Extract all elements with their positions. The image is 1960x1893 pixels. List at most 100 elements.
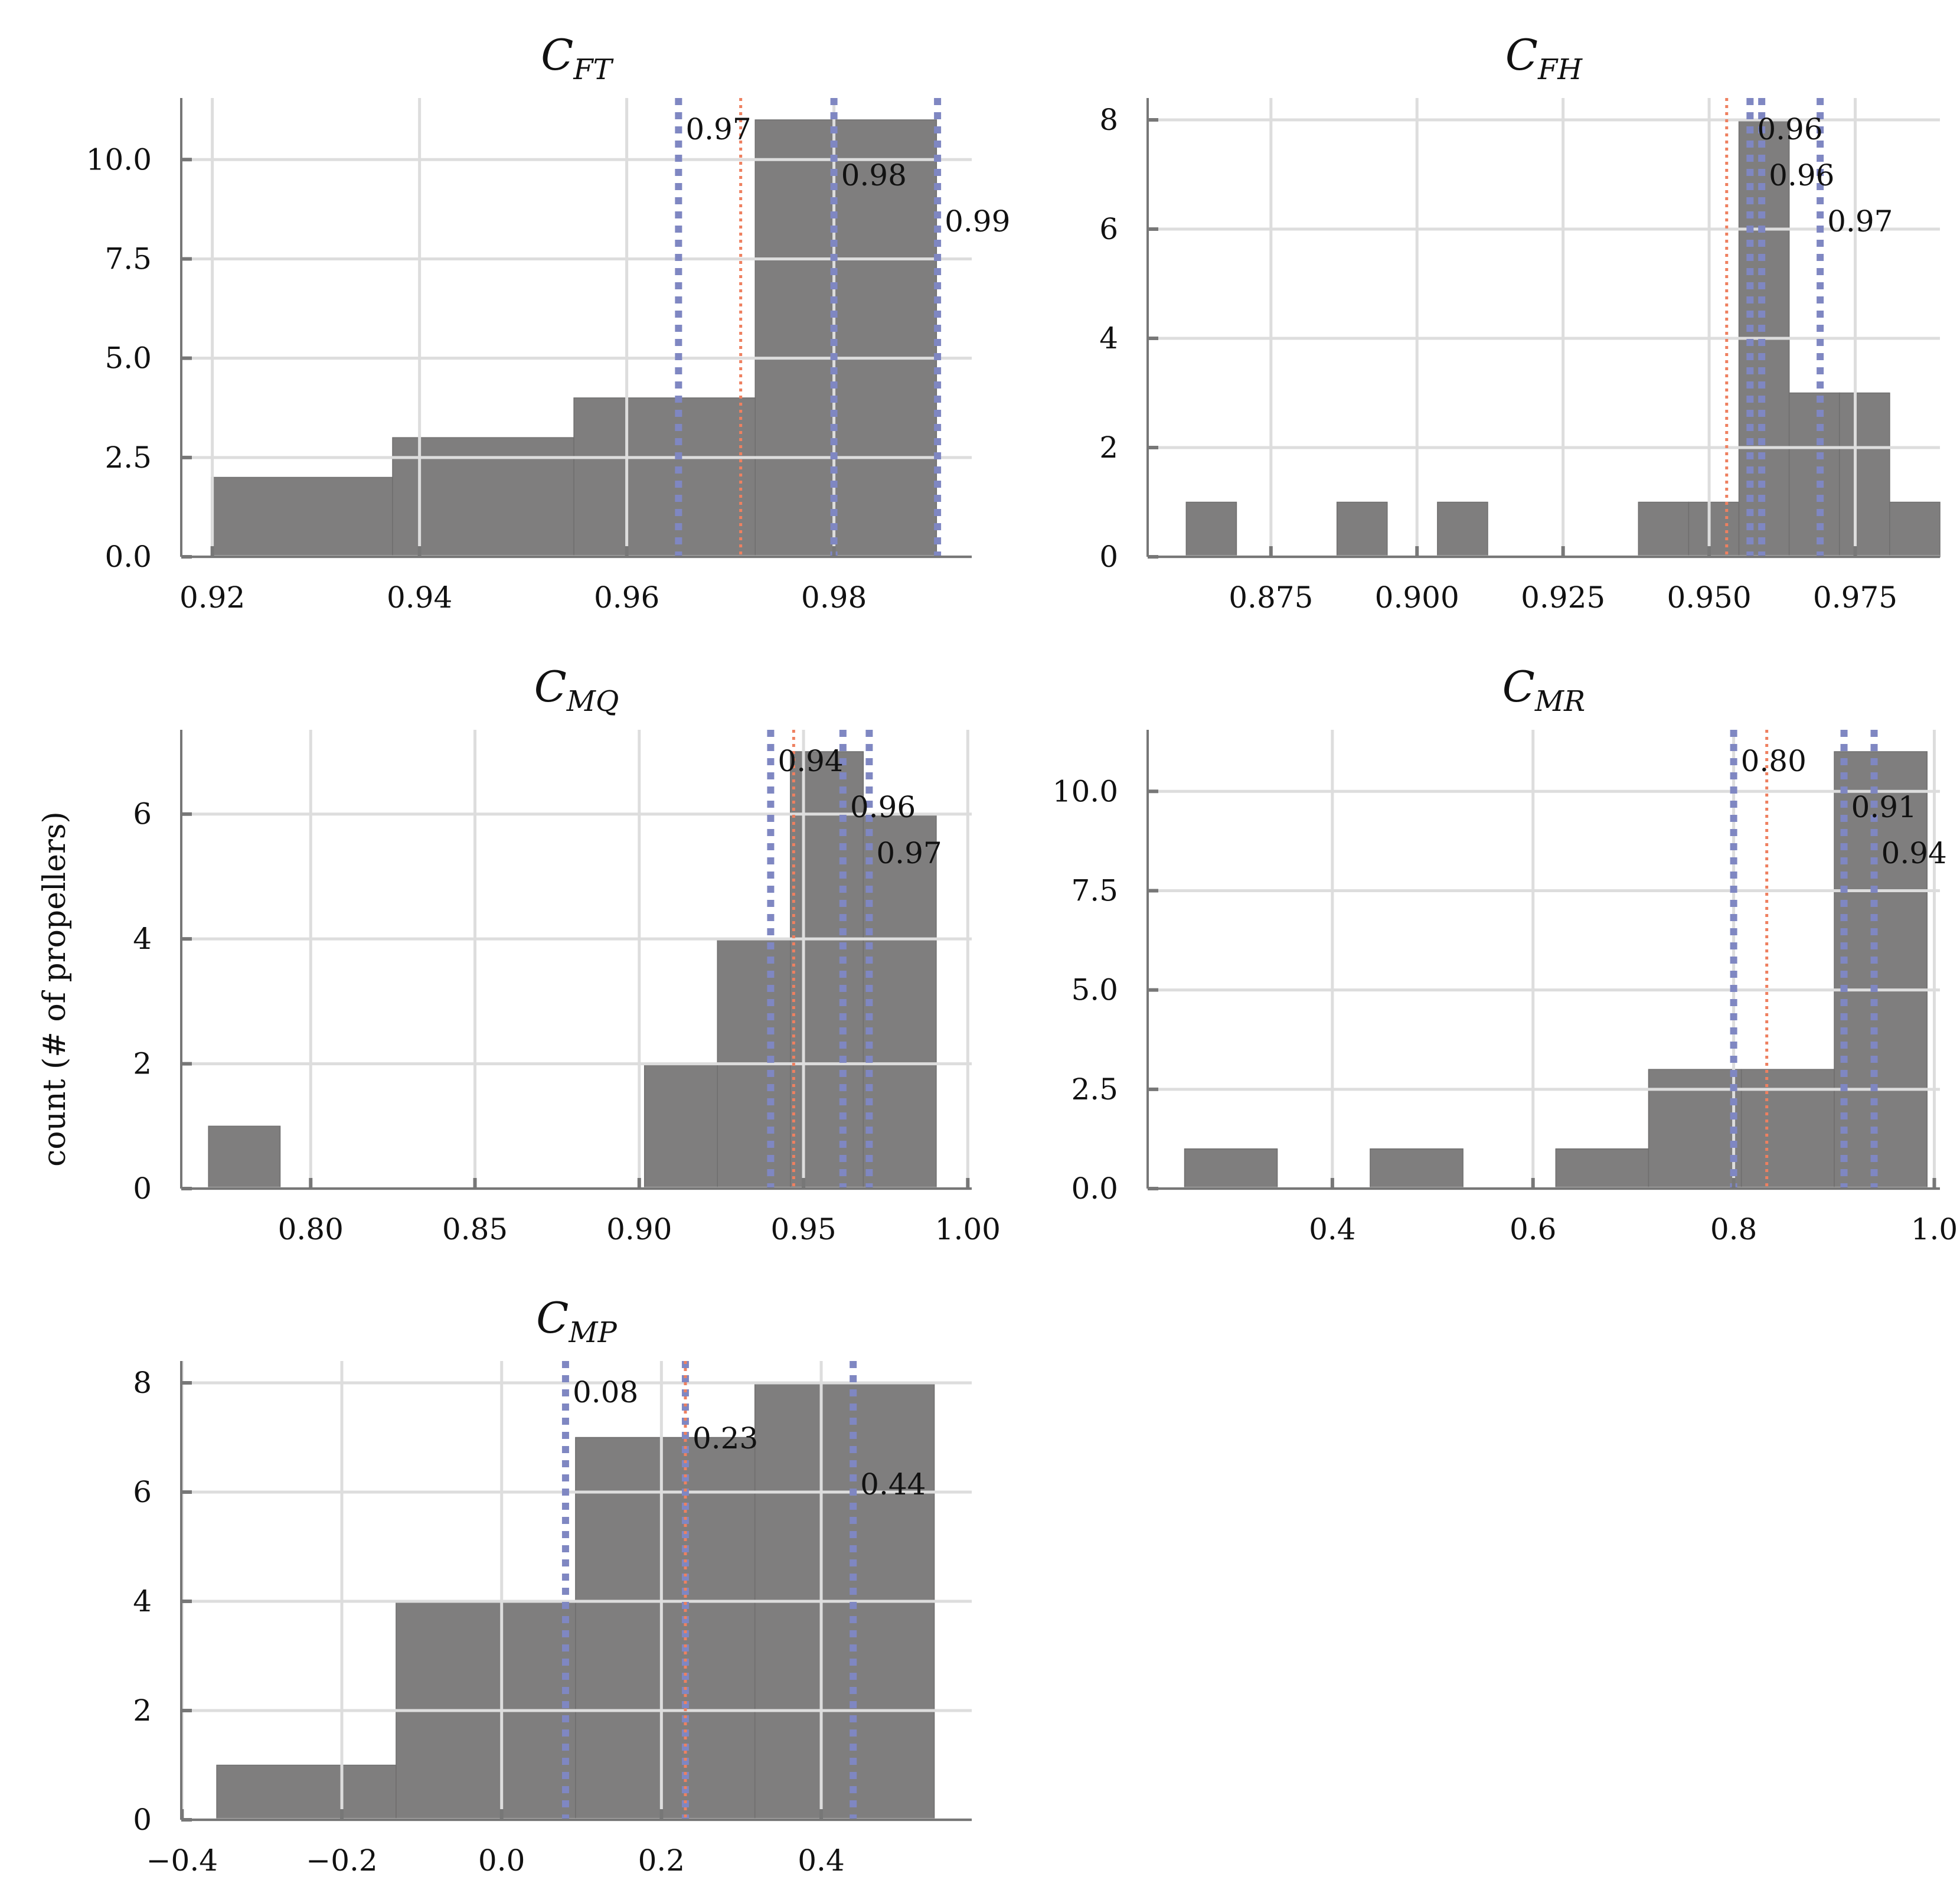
histogram-bar	[863, 813, 937, 1189]
x-tick-label: 0.85	[442, 1212, 508, 1246]
panel-title-main: C	[1502, 662, 1535, 711]
x-tick-label: 0.875	[1229, 580, 1313, 615]
histogram-bar	[1437, 501, 1488, 557]
histogram-bar	[643, 1063, 718, 1189]
y-tick-label: 8	[1099, 103, 1118, 137]
panels: 0.970.980.990.92 0.94 0.96 0.980.02.55.07.5…	[86, 30, 1958, 1878]
quantile-label: 0.80	[1741, 744, 1807, 778]
x-tick-label: 0.950	[1667, 580, 1752, 615]
y-tick-label: 6	[133, 1475, 152, 1509]
histogram-bar	[754, 119, 937, 557]
y-tick-label: 2	[1099, 430, 1118, 465]
quantile-label: 0.98	[841, 158, 907, 192]
quantile-label: 0.97	[685, 112, 751, 146]
x-tick-label: 0.96	[594, 580, 659, 615]
x-tick-label: 0.92	[179, 580, 245, 615]
panel-title-main: C	[534, 662, 567, 711]
panel-title: CFH	[1505, 30, 1583, 86]
y-tick-label: 0.0	[1071, 1171, 1118, 1206]
panel-title-main: C	[1505, 30, 1538, 80]
x-tick-label: 0.4	[1309, 1212, 1356, 1246]
panel-mr: 0.80 0.91 0.94 0.4 0.6 0.8 1.0 0.0 2.5 5.0 7.5 10.0…	[1053, 662, 1958, 1246]
panel-title-main: C	[536, 1293, 569, 1343]
y-tick-label: 7.5	[104, 241, 152, 276]
histogram-bar	[573, 397, 756, 557]
panel-title-subscript: FT	[573, 53, 613, 86]
quantile-label: 0.94	[778, 744, 843, 778]
histogram-bar	[1638, 501, 1690, 557]
panel-mq: 0.940.96 0.97 0.80 0.85 0.90 0.95 1.00 0 2 4 6 CMQ	[133, 662, 1001, 1246]
y-tick-label: 2	[133, 1693, 152, 1728]
x-tick-label: 0.95	[770, 1212, 836, 1246]
y-tick-label: 10.0	[1053, 774, 1118, 808]
quantile-label: 0.96	[1757, 112, 1822, 146]
histogram-bar	[1889, 501, 1941, 557]
panel-ft: 0.97 0.98 0.99 0.92 0.94 0.96 0.98 0.0 2.5 5.0 7.5…	[86, 30, 1011, 615]
panel-title: CMQ	[534, 662, 619, 718]
y-tick-label: 4	[133, 1584, 152, 1618]
x-tick-label: 0.8	[1710, 1212, 1758, 1246]
x-tick-label: 0.4	[798, 1843, 845, 1878]
histogram-bar	[216, 1764, 397, 1820]
histogram-bar	[208, 1125, 281, 1189]
panel-mp: 0.08 0.23 0.44 −0.4 −0.2 0.0 0.2 0.4 0 2 4 6 8 CMP	[133, 1293, 972, 1878]
x-tick-label: 1.00	[935, 1212, 1001, 1246]
panel-title-subscript: MP	[568, 1316, 617, 1349]
y-tick-label: 6	[133, 797, 152, 831]
panel-title-main: C	[541, 30, 573, 80]
x-tick-label: 0.80	[278, 1212, 344, 1246]
quantile-label: 0.97	[1827, 204, 1893, 239]
y-tick-label: 10.0	[86, 142, 152, 177]
quantile-label: 0.94	[1881, 836, 1947, 870]
panel-title-subscript: MQ	[566, 685, 619, 718]
y-tick-label: 8	[133, 1366, 152, 1400]
y-tick-label: 0	[133, 1171, 152, 1206]
histogram-bar	[1336, 501, 1388, 557]
y-tick-label: 7.5	[1071, 873, 1118, 908]
quantile-label: 0.96	[850, 790, 916, 824]
x-tick-label: 0.98	[801, 580, 867, 615]
x-tick-label: 0.0	[478, 1843, 525, 1878]
x-tick-label: 0.90	[606, 1212, 672, 1246]
x-tick-label: 0.925	[1521, 580, 1605, 615]
histogram-bar	[1648, 1069, 1742, 1189]
x-tick-label: 0.94	[387, 580, 452, 615]
panel-title: CFT	[541, 30, 613, 86]
y-tick-label: 4	[1099, 321, 1118, 355]
histogram-bar	[1185, 501, 1237, 557]
histogram-bar	[1370, 1148, 1464, 1189]
panel-title-subscript: FH	[1537, 53, 1583, 86]
y-tick-label: 2.5	[1071, 1072, 1118, 1107]
y-tick-label: 0	[1099, 540, 1118, 574]
x-tick-label: −0.2	[306, 1843, 377, 1878]
x-tick-label: 0.2	[638, 1843, 685, 1878]
quantile-label: 0.91	[1851, 790, 1917, 824]
panel-fh: 0.96 0.96 0.97 0.875 0.900 0.925 0.950 0.975 0 2 4…	[1099, 30, 1941, 615]
histogram-bar	[1184, 1148, 1278, 1189]
histogram-bar	[1788, 392, 1840, 557]
panel-title: CMR	[1502, 662, 1585, 718]
figure-ylabel: count (# of propellers)	[37, 811, 73, 1167]
quantile-label: 0.96	[1769, 158, 1834, 192]
x-tick-label: 0.900	[1375, 580, 1459, 615]
histogram-bar	[1834, 751, 1928, 1189]
histogram-bar	[1839, 392, 1890, 557]
y-tick-label: 2.5	[104, 440, 152, 475]
y-tick-label: 5.0	[104, 341, 152, 376]
y-tick-label: 6	[1099, 212, 1118, 246]
histogram-bar	[575, 1437, 756, 1820]
y-tick-label: 0	[133, 1803, 152, 1837]
y-tick-label: 2	[133, 1047, 152, 1081]
x-tick-label: 1.0	[1911, 1212, 1958, 1246]
quantile-label: 0.97	[876, 836, 942, 870]
histogram-bar	[1688, 501, 1740, 557]
quantile-label: 0.08	[573, 1375, 638, 1409]
y-tick-label: 0.0	[104, 540, 152, 574]
quantile-label: 0.23	[692, 1421, 758, 1455]
quantile-label: 0.99	[945, 204, 1010, 239]
quantile-label: 0.44	[860, 1467, 926, 1502]
histogram-bar	[1740, 1069, 1835, 1189]
histogram-bar	[1555, 1148, 1649, 1189]
